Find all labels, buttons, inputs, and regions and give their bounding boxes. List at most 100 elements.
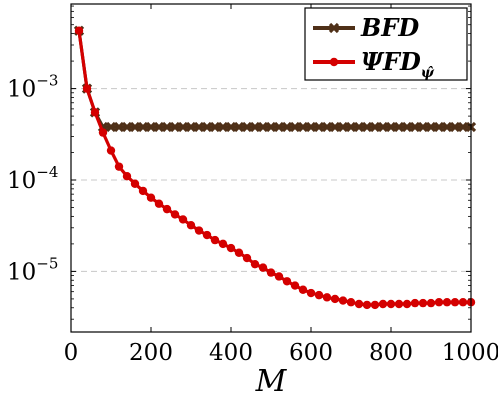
series-layer — [73, 25, 477, 310]
data-point-stroke — [297, 121, 309, 133]
data-point-stroke — [145, 121, 157, 133]
data-point — [241, 121, 253, 133]
data-point — [441, 121, 453, 133]
data-point — [394, 299, 404, 309]
data-point — [330, 294, 340, 304]
data-point-stroke — [289, 121, 301, 133]
data-point-stroke — [457, 121, 469, 133]
data-point — [386, 299, 396, 309]
data-point — [113, 121, 125, 133]
legend-label: ΨFDψ̂ — [361, 47, 435, 81]
data-point — [129, 121, 141, 133]
data-point-stroke — [441, 121, 453, 133]
data-point-stroke — [185, 121, 197, 133]
data-point-stroke — [177, 121, 189, 133]
data-point — [242, 253, 252, 263]
data-point — [266, 268, 276, 277]
data-point — [370, 300, 380, 310]
data-point — [345, 121, 357, 133]
x-tick-label: 800 — [369, 340, 413, 366]
data-point-stroke — [393, 121, 405, 133]
data-point — [82, 84, 92, 93]
data-point — [377, 121, 389, 133]
data-point — [442, 298, 452, 307]
data-point — [201, 121, 213, 133]
data-point — [265, 121, 277, 133]
data-point-stroke — [281, 121, 293, 133]
data-point — [122, 172, 132, 181]
data-point — [98, 128, 108, 137]
legend-entry: ΨFDψ̂ — [313, 47, 435, 81]
data-point-stroke — [377, 121, 389, 133]
data-point — [369, 121, 381, 133]
data-point — [177, 121, 189, 133]
data-point-stroke — [305, 121, 317, 133]
data-point — [178, 215, 188, 224]
data-point-stroke — [409, 121, 421, 133]
data-point — [353, 121, 365, 133]
data-point — [130, 179, 140, 188]
data-point — [186, 221, 196, 230]
data-point — [346, 298, 356, 307]
data-point-stroke — [113, 121, 125, 133]
data-point-stroke — [337, 121, 349, 133]
data-point — [458, 298, 468, 307]
data-point — [329, 121, 341, 133]
data-point — [146, 193, 156, 202]
data-point — [209, 121, 221, 133]
data-point — [402, 299, 412, 309]
data-point — [202, 230, 212, 240]
x-tick-label: 1000 — [442, 340, 498, 366]
data-point-stroke — [153, 121, 165, 133]
x-tick-label: 200 — [129, 340, 173, 366]
data-point-stroke — [201, 121, 213, 133]
x-tick-label: 600 — [289, 340, 333, 366]
data-point — [185, 121, 197, 133]
data-point — [298, 285, 308, 294]
data-point — [393, 121, 405, 133]
data-point — [457, 121, 469, 133]
data-point-stroke — [169, 121, 181, 133]
data-point-stroke — [209, 121, 221, 133]
data-point — [354, 299, 364, 309]
legend-entry: BFD — [313, 13, 419, 42]
data-point-stroke — [321, 121, 333, 133]
data-point — [154, 199, 164, 208]
data-point-stroke — [105, 121, 117, 133]
data-point-stroke — [193, 121, 205, 133]
data-point — [258, 263, 268, 272]
legend: BFD ΨFDψ̂ — [304, 7, 468, 81]
data-point — [425, 121, 437, 133]
data-point-stroke — [385, 121, 397, 133]
data-point — [193, 121, 205, 133]
data-point-stroke — [249, 121, 261, 133]
data-point-stroke — [265, 121, 277, 133]
plot-frame — [70, 3, 472, 333]
data-point — [305, 121, 317, 133]
data-point-stroke — [313, 121, 325, 133]
data-point — [321, 121, 333, 133]
data-point-stroke — [129, 121, 141, 133]
data-point — [90, 108, 100, 117]
data-point — [329, 57, 339, 67]
data-point — [282, 277, 292, 286]
data-point — [250, 259, 260, 269]
data-point — [313, 121, 325, 133]
y-tick-label: 10−4 — [7, 163, 58, 194]
x-tick-label: 0 — [64, 340, 79, 366]
data-point-stroke — [217, 121, 229, 133]
data-point — [169, 121, 181, 133]
data-point — [249, 121, 261, 133]
data-point-stroke — [161, 121, 173, 133]
data-point — [433, 121, 445, 133]
data-point-stroke — [233, 121, 245, 133]
data-point — [217, 121, 229, 133]
data-point — [257, 121, 269, 133]
y-tick-label: 10−3 — [7, 72, 58, 103]
data-point — [306, 288, 316, 298]
data-point — [289, 121, 301, 133]
data-point — [362, 300, 372, 310]
data-point-stroke — [345, 121, 357, 133]
data-point — [385, 121, 397, 133]
